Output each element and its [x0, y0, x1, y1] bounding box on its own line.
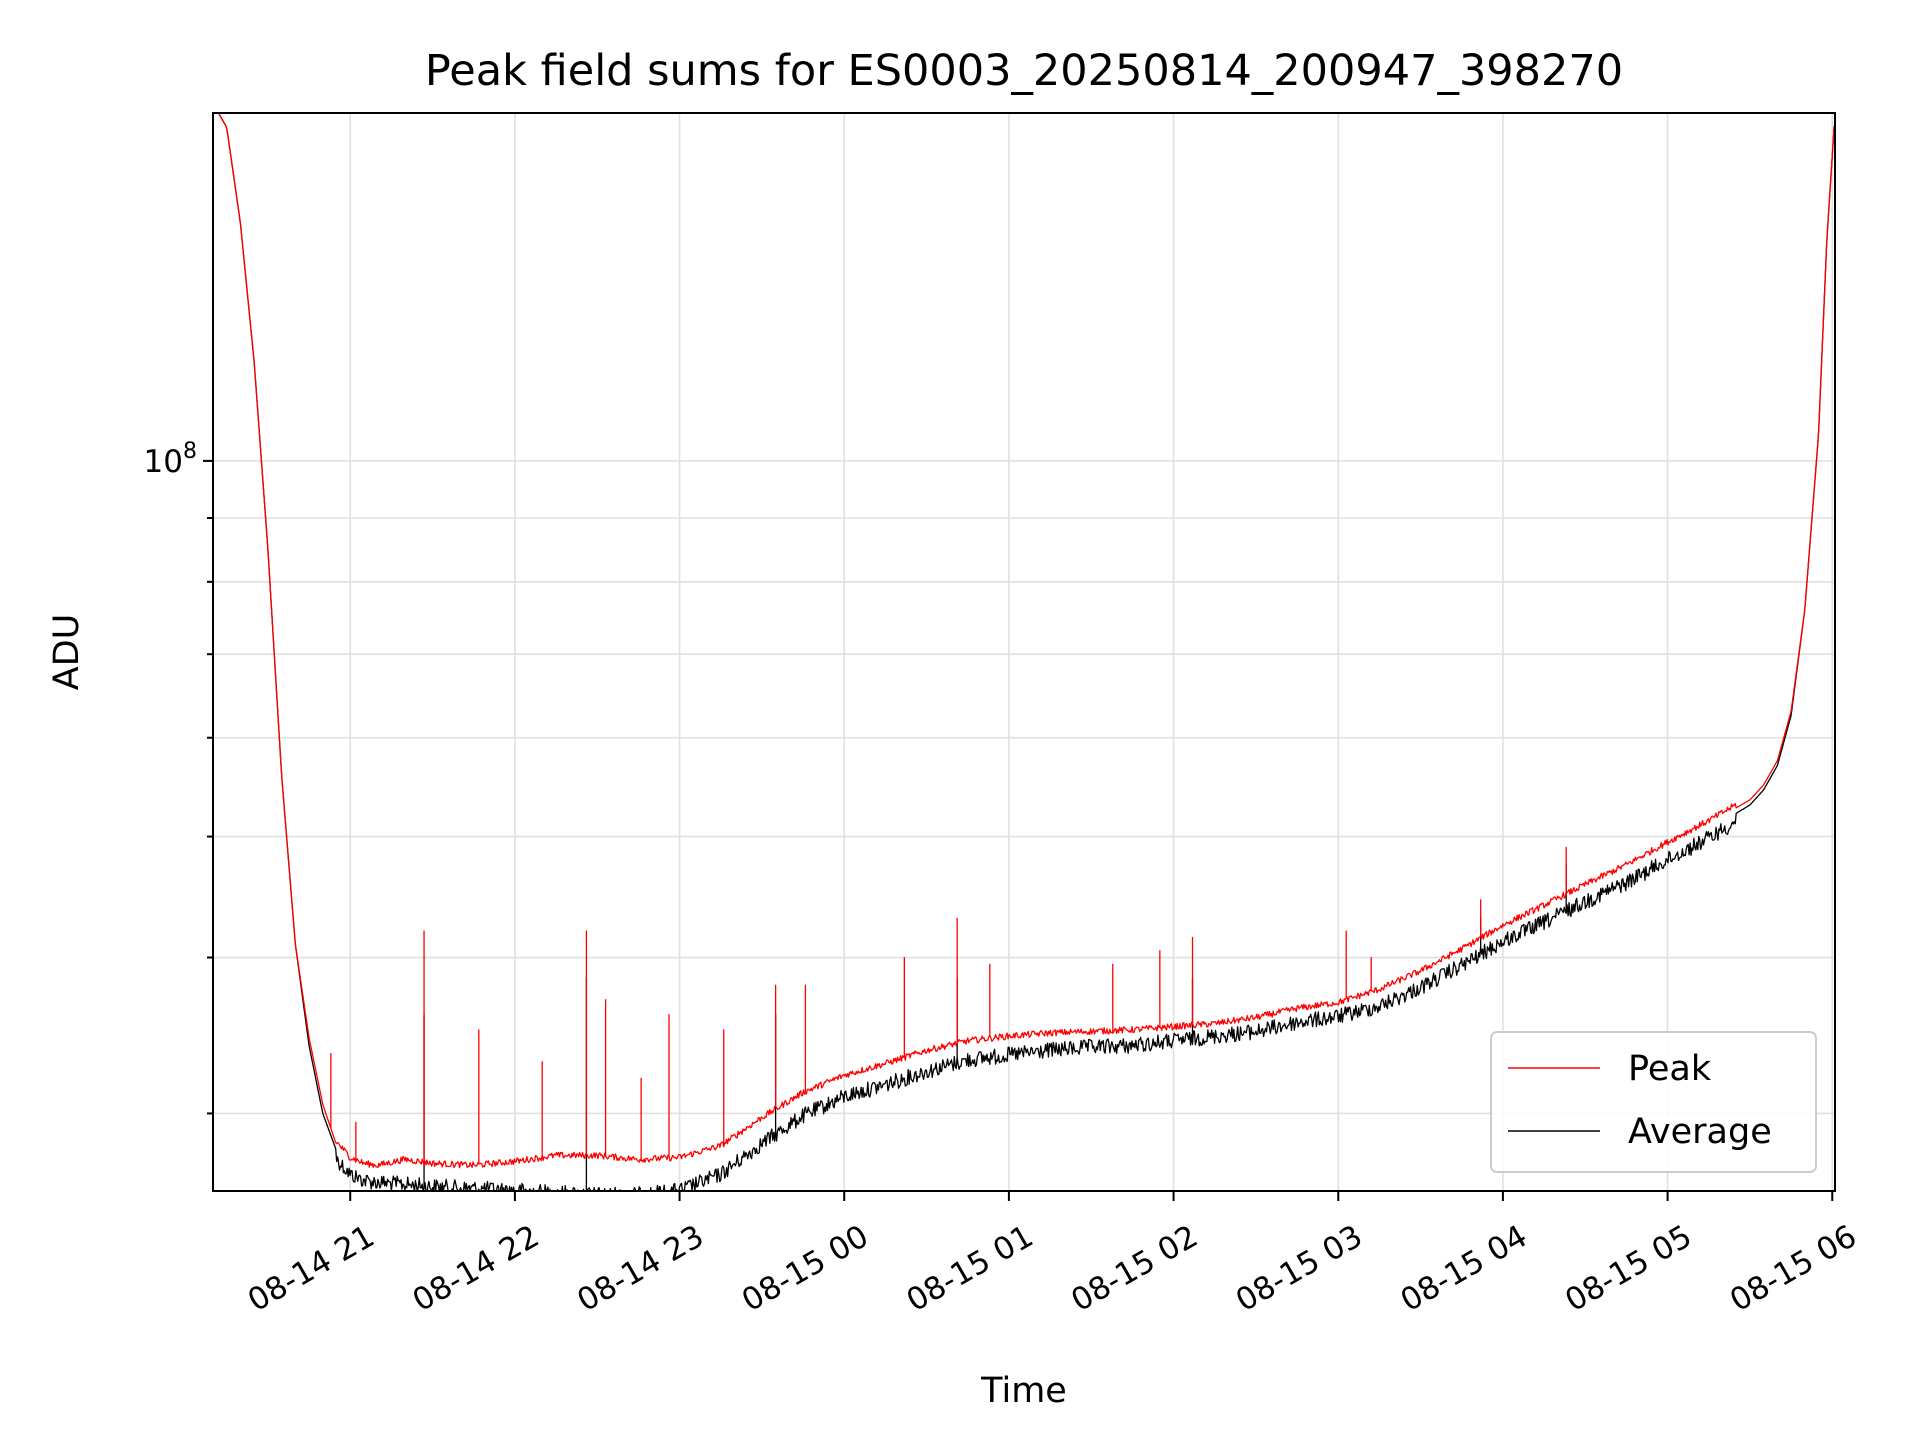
- legend: Peak Average: [1490, 1031, 1817, 1173]
- legend-box: [1490, 1031, 1817, 1173]
- series-line-peak: [217, 113, 1835, 1169]
- y-axis-label: ADU: [47, 614, 87, 691]
- plot-frame: [212, 112, 1836, 1192]
- x-tick-label: 08-14 23: [571, 1218, 710, 1319]
- x-tick-label: 08-15 04: [1395, 1218, 1534, 1319]
- legend-label-peak: Peak: [1628, 1049, 1712, 1089]
- x-axis-label: Time: [980, 1371, 1067, 1411]
- x-tick-label: 08-14 21: [242, 1218, 381, 1319]
- y-tick-label: 108: [144, 439, 197, 480]
- x-tick-label: 08-15 02: [1065, 1218, 1204, 1319]
- x-tick-label: 08-15 00: [736, 1218, 875, 1319]
- grid: [213, 113, 1835, 1191]
- x-tick-label: 08-15 06: [1724, 1218, 1863, 1319]
- chart-title: Peak field sums for ES0003_20250814_2009…: [425, 46, 1623, 96]
- x-tick-label: 08-15 03: [1230, 1218, 1369, 1319]
- x-tick-label: 08-14 22: [407, 1218, 546, 1319]
- series-line-average: [217, 113, 1835, 1191]
- series-lines: [217, 113, 1835, 1191]
- x-tick-label: 08-15 01: [901, 1218, 1040, 1319]
- x-tick-label: 08-15 05: [1559, 1218, 1698, 1319]
- legend-label-average: Average: [1628, 1112, 1772, 1152]
